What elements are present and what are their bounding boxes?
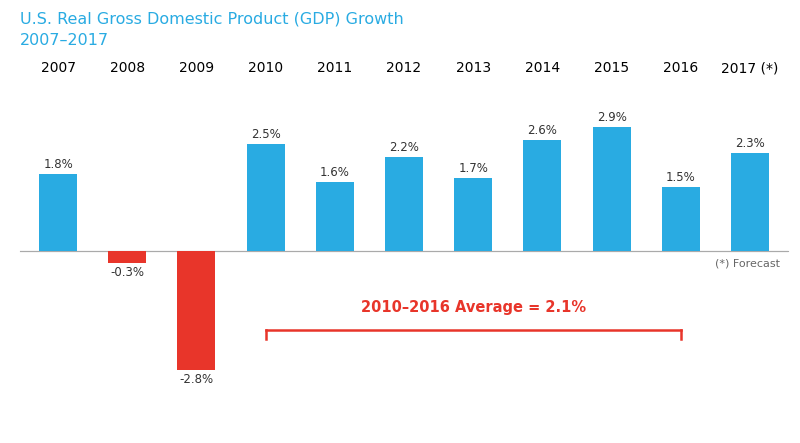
Bar — [662, 187, 700, 251]
Text: 1.5%: 1.5% — [666, 171, 696, 184]
Text: 2.6%: 2.6% — [527, 124, 558, 137]
Bar — [523, 140, 562, 251]
Bar — [108, 251, 146, 264]
Bar — [454, 178, 492, 251]
Text: 2.2%: 2.2% — [389, 141, 419, 154]
Bar — [316, 183, 354, 251]
Text: 1.8%: 1.8% — [43, 158, 73, 171]
Text: U.S. Real Gross Domestic Product (GDP) Growth: U.S. Real Gross Domestic Product (GDP) G… — [20, 11, 404, 26]
Text: -0.3%: -0.3% — [110, 266, 144, 280]
Text: 2010–2016 Average = 2.1%: 2010–2016 Average = 2.1% — [361, 299, 586, 315]
Bar — [385, 157, 423, 251]
Text: 2.3%: 2.3% — [735, 136, 765, 150]
Bar — [731, 152, 769, 251]
Bar — [246, 144, 285, 251]
Bar — [593, 127, 630, 251]
Text: 2007–2017: 2007–2017 — [20, 33, 109, 48]
Bar — [39, 174, 77, 251]
Text: 1.6%: 1.6% — [320, 167, 350, 179]
Text: 2.9%: 2.9% — [597, 111, 626, 124]
Text: 2.5%: 2.5% — [250, 128, 281, 141]
Text: 1.7%: 1.7% — [458, 162, 488, 175]
Bar — [178, 251, 215, 370]
Text: (*) Forecast: (*) Forecast — [715, 258, 780, 268]
Text: -2.8%: -2.8% — [179, 373, 214, 386]
